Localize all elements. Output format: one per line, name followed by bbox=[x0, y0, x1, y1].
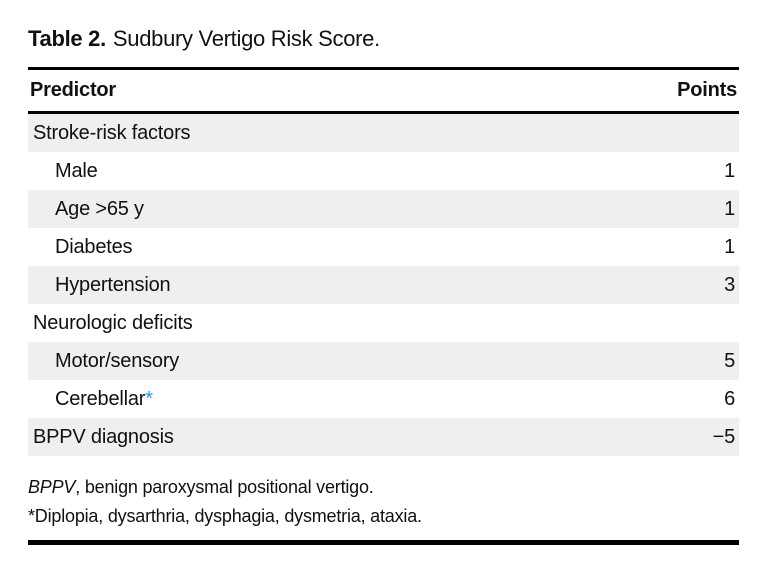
points-cell: 3 bbox=[724, 273, 735, 296]
predictor-cell: Diabetes bbox=[55, 235, 133, 258]
table-row: BPPV diagnosis −5 bbox=[28, 418, 739, 456]
table-row: Cerebellar* 6 bbox=[28, 380, 739, 418]
table-caption-title: Sudbury Vertigo Risk Score. bbox=[112, 26, 380, 51]
points-cell: 1 bbox=[724, 235, 735, 258]
table-caption: Table 2. Sudbury Vertigo Risk Score. bbox=[28, 26, 739, 52]
column-header-points: Points bbox=[677, 79, 737, 101]
footnote-abbr: BPPV bbox=[28, 477, 76, 497]
points-cell: 5 bbox=[724, 349, 735, 372]
predictor-cell: Motor/sensory bbox=[55, 349, 180, 372]
table-row: Motor/sensory 5 bbox=[28, 342, 739, 380]
table-bottom-rule bbox=[28, 540, 739, 545]
predictor-cell: Male bbox=[55, 159, 98, 182]
column-header-predictor: Predictor bbox=[30, 79, 117, 101]
predictor-cell: Cerebellar* bbox=[55, 387, 153, 410]
table-row: Age >65 y 1 bbox=[28, 190, 739, 228]
table-footnotes: BPPV, benign paroxysmal positional verti… bbox=[28, 473, 739, 531]
predictor-cell: Neurologic deficits bbox=[33, 311, 193, 334]
table-row: Diabetes 1 bbox=[28, 228, 739, 266]
points-cell: 1 bbox=[724, 159, 735, 182]
table-row: Neurologic deficits bbox=[28, 304, 739, 342]
predictor-cell: Hypertension bbox=[55, 273, 171, 296]
footnote-line: BPPV, benign paroxysmal positional verti… bbox=[28, 477, 374, 497]
points-cell: 6 bbox=[724, 387, 735, 410]
table-row: Hypertension 3 bbox=[28, 266, 739, 304]
table-header-row: Predictor Points bbox=[28, 70, 739, 114]
table-caption-label: Table 2. bbox=[28, 26, 106, 51]
risk-score-table: Predictor Points Stroke-risk factors Male… bbox=[28, 67, 739, 456]
footnote-line: *Diplopia, dysarthria, dysphagia, dysmet… bbox=[28, 506, 422, 526]
predictor-cell: Stroke-risk factors bbox=[33, 121, 191, 144]
table-row: Stroke-risk factors bbox=[28, 114, 739, 152]
table-row: Male 1 bbox=[28, 152, 739, 190]
points-cell: 1 bbox=[724, 197, 735, 220]
table-body: Stroke-risk factors Male 1 Age >65 y 1 Diabet… bbox=[28, 114, 739, 456]
predictor-cell: Age >65 y bbox=[55, 197, 144, 220]
predictor-cell: BPPV diagnosis bbox=[33, 425, 174, 448]
footnote-marker-asterisk[interactable]: * bbox=[145, 387, 153, 410]
points-cell: −5 bbox=[712, 425, 736, 448]
